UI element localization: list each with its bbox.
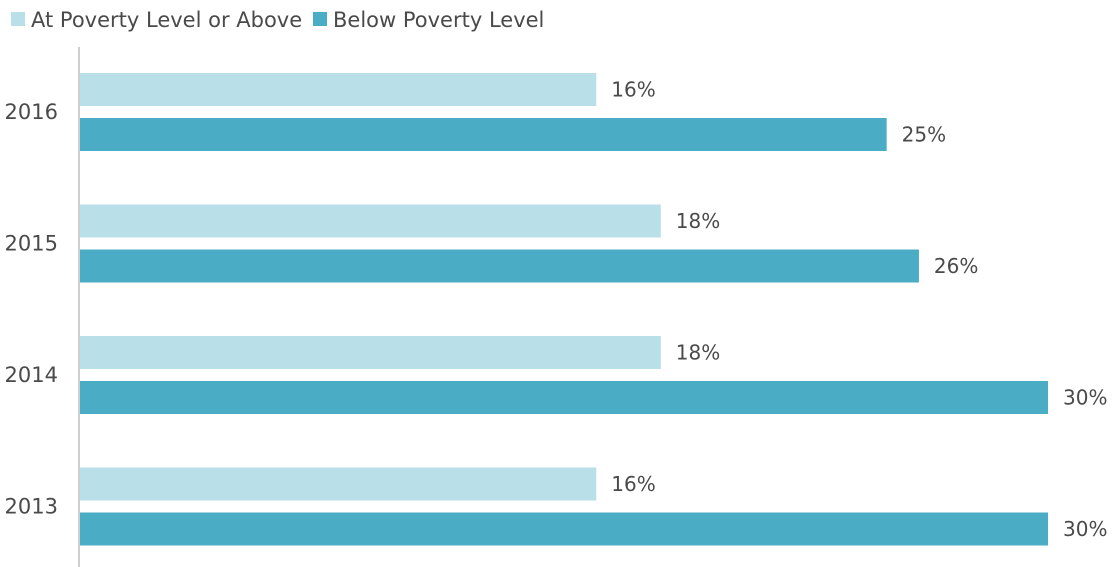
bars-group — [80, 73, 1048, 546]
data-label-2014-series-0: 18% — [676, 341, 720, 365]
legend-swatch-below-poverty — [313, 12, 327, 26]
bar-2015-series-0 — [80, 204, 661, 238]
bar-2013-series-0 — [80, 467, 597, 501]
legend-swatch-at-poverty-or-above — [11, 12, 25, 26]
bar-2014-series-0 — [80, 336, 661, 369]
bar-2015-series-1 — [80, 249, 919, 283]
data-label-2015-series-0: 18% — [676, 209, 720, 233]
bar-2016-series-0 — [80, 73, 597, 106]
y-tick-label-2016: 2016 — [5, 100, 58, 124]
y-tick-labels: 2016 2015 2014 2013 — [5, 100, 58, 519]
legend: At Poverty Level or Above Below Poverty … — [11, 8, 544, 32]
bar-2014-series-1 — [80, 381, 1048, 414]
data-label-2016-series-0: 16% — [611, 78, 655, 102]
data-label-2013-series-0: 16% — [611, 472, 655, 496]
legend-label-below-poverty: Below Poverty Level — [333, 8, 544, 32]
data-label-2016-series-1: 25% — [902, 123, 946, 147]
bar-2016-series-1 — [80, 118, 887, 151]
legend-label-at-poverty-or-above: At Poverty Level or Above — [31, 8, 302, 32]
y-tick-label-2015: 2015 — [5, 232, 58, 256]
y-tick-label-2014: 2014 — [5, 363, 58, 387]
y-tick-label-2013: 2013 — [5, 495, 58, 519]
data-label-2013-series-1: 30% — [1063, 517, 1107, 541]
data-labels: 16% 25% 18% 26% 18% 30% 16% 30% — [611, 78, 1107, 542]
bar-2013-series-1 — [80, 512, 1048, 546]
data-label-2014-series-1: 30% — [1063, 386, 1107, 410]
data-label-2015-series-1: 26% — [934, 254, 978, 278]
